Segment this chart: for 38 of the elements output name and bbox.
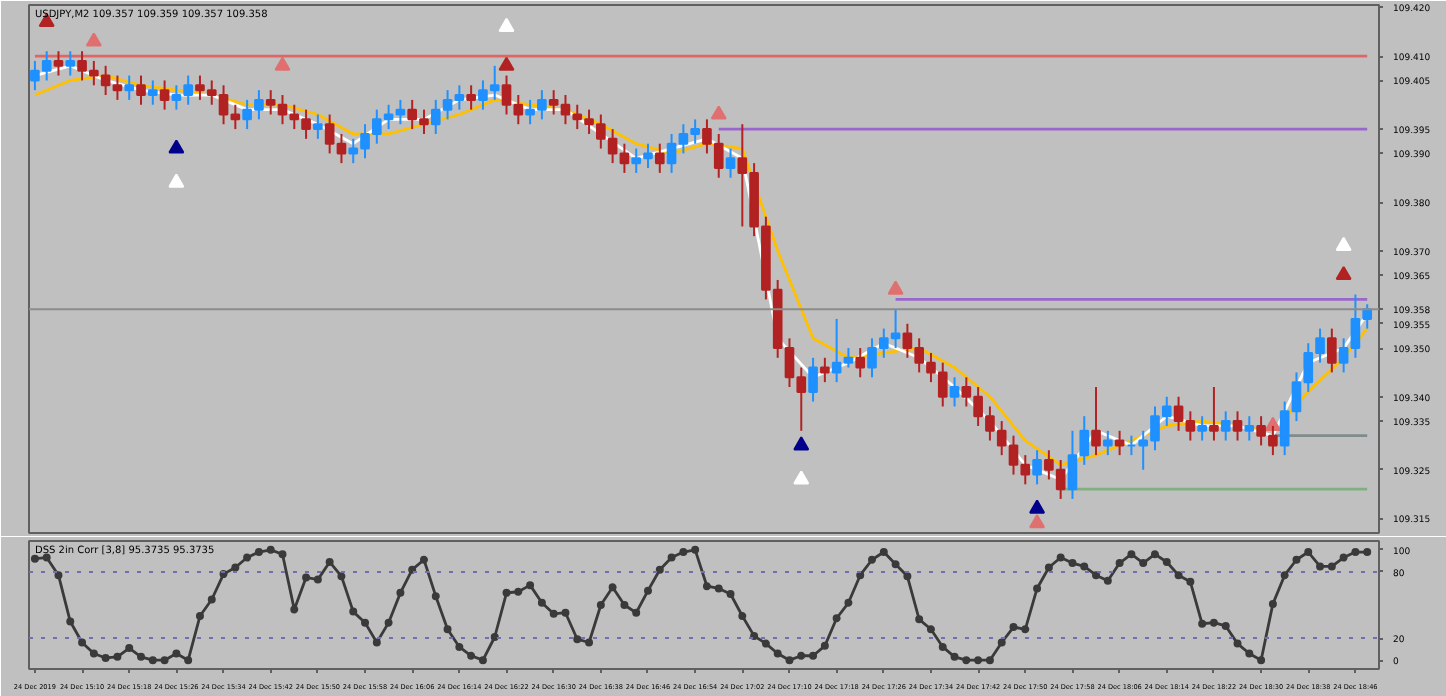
- candlestick: [1232, 410, 1243, 442]
- candlestick: [1102, 429, 1113, 457]
- point: [1264, 416, 1281, 431]
- candlestick: [1197, 415, 1207, 442]
- point: [793, 436, 810, 451]
- point: [85, 32, 102, 47]
- point: [168, 173, 185, 188]
- point: [793, 470, 810, 485]
- point: [498, 56, 515, 71]
- point: [168, 139, 185, 154]
- candlestick: [1220, 410, 1231, 442]
- point: [274, 56, 291, 71]
- candlestick: [1327, 327, 1337, 374]
- point: [887, 280, 904, 295]
- candlestick: [949, 376, 960, 408]
- candlestick: [313, 113, 323, 140]
- candlestick: [654, 142, 665, 174]
- candlestick: [65, 50, 76, 77]
- point: [1029, 499, 1046, 514]
- candlestick: [820, 356, 830, 384]
- candlestick: [53, 50, 64, 77]
- candlestick: [808, 356, 818, 403]
- candlestick: [725, 147, 736, 179]
- point: [1029, 514, 1046, 529]
- candlestick: [855, 347, 866, 379]
- candlestick: [1032, 449, 1042, 486]
- candlestick: [466, 84, 476, 111]
- point: [1335, 266, 1352, 281]
- candlestick: [136, 74, 146, 106]
- candlestick: [1209, 386, 1219, 442]
- candlestick: [147, 79, 158, 106]
- point: [498, 17, 515, 32]
- candlestick: [124, 74, 135, 101]
- candlestick: [1091, 386, 1101, 457]
- candlestick: [159, 79, 170, 111]
- point: [1335, 236, 1352, 251]
- point: [710, 105, 727, 120]
- candlestick: [1244, 415, 1255, 442]
